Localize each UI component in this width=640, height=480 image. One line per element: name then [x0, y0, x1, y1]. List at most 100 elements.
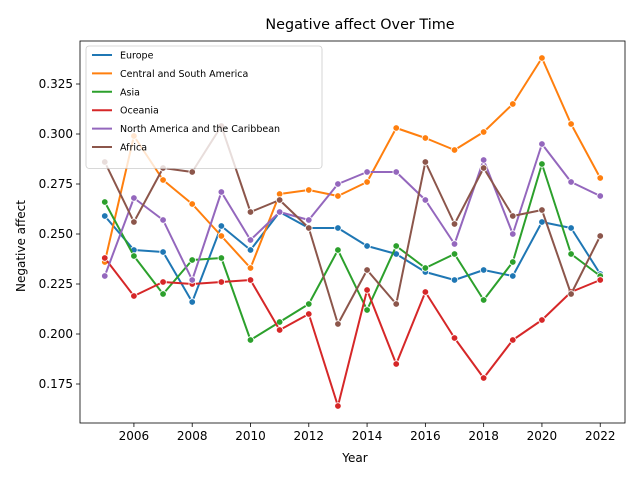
data-point: [509, 212, 517, 220]
data-point: [275, 196, 284, 204]
data-point: [421, 196, 430, 204]
data-point: [101, 198, 109, 206]
data-point: [538, 316, 546, 324]
data-point: [538, 206, 546, 214]
series-line-central-and-south-america: [103, 57, 602, 269]
data-point: [334, 320, 342, 328]
data-point: [130, 218, 138, 226]
x-tick-label: 2016: [410, 429, 441, 443]
data-point: [421, 288, 430, 296]
data-point: [217, 232, 226, 240]
data-point: [509, 100, 517, 108]
data-point: [363, 306, 371, 314]
data-point: [246, 208, 255, 216]
data-point: [188, 276, 196, 284]
data-point: [334, 192, 342, 200]
data-point: [567, 120, 575, 128]
series-line-oceania: [103, 257, 602, 407]
data-point: [363, 168, 371, 176]
data-point: [479, 296, 488, 304]
data-point: [363, 242, 371, 250]
data-point: [159, 278, 167, 286]
data-point: [305, 216, 313, 224]
data-point: [450, 250, 459, 258]
legend-label-europe: Europe: [120, 51, 154, 62]
data-point: [392, 124, 400, 132]
legend-label-asia: Asia: [120, 87, 140, 98]
data-point: [421, 264, 430, 272]
data-point: [246, 264, 255, 272]
legend-box: [85, 45, 323, 169]
data-point: [188, 200, 196, 208]
data-point: [567, 178, 575, 186]
data-point: [363, 266, 371, 274]
y-tick-label: 0.225: [39, 277, 73, 291]
y-tick-label: 0.200: [39, 327, 73, 341]
series-oceania: [101, 254, 604, 410]
x-tick-label: 2010: [235, 429, 266, 443]
data-point: [159, 216, 167, 224]
data-point: [596, 174, 604, 182]
x-tick-label: 2006: [119, 429, 150, 443]
series-north-america-and-the-caribbean: [101, 140, 604, 284]
series-central-and-south-america: [101, 54, 604, 272]
data-point: [275, 326, 284, 334]
data-point: [246, 246, 255, 254]
series-line-europe: [103, 211, 602, 303]
data-point: [334, 402, 342, 410]
data-point: [363, 286, 371, 294]
axes-frame: [79, 40, 626, 424]
y-tick-label: 0.275: [39, 177, 73, 191]
data-point: [305, 300, 313, 308]
legend-label-oceania: Oceania: [120, 106, 159, 117]
x-tick-label: 2014: [352, 429, 383, 443]
x-tick-label: 2022: [585, 429, 616, 443]
y-tick-label: 0.250: [39, 227, 73, 241]
data-point: [130, 252, 138, 260]
data-point: [188, 298, 196, 306]
series-asia: [101, 160, 604, 344]
data-point: [101, 212, 109, 220]
data-point: [479, 128, 488, 136]
data-point: [392, 242, 400, 250]
x-tick-label: 2008: [177, 429, 208, 443]
x-tick-label: 2018: [468, 429, 499, 443]
data-point: [509, 272, 517, 280]
data-point: [363, 178, 371, 186]
data-point: [305, 310, 313, 318]
data-point: [217, 188, 226, 196]
data-point: [275, 208, 284, 216]
data-point: [159, 290, 167, 298]
data-point: [217, 278, 226, 286]
data-point: [509, 336, 517, 344]
data-point: [450, 334, 459, 342]
data-point: [450, 240, 459, 248]
data-point: [334, 180, 342, 188]
data-point: [567, 250, 575, 258]
chart-title: Negative affect Over Time: [265, 17, 454, 33]
data-point: [596, 192, 604, 200]
data-point: [246, 236, 255, 244]
y-tick-label: 0.300: [39, 127, 73, 141]
data-point: [159, 176, 167, 184]
legend-label-north-america-and-the-caribbean: North America and the Caribbean: [120, 124, 280, 135]
y-tick-label: 0.175: [39, 377, 73, 391]
data-point: [130, 292, 138, 300]
data-point: [217, 222, 226, 230]
data-point: [479, 266, 488, 274]
data-point: [509, 230, 517, 238]
series-line-africa: [103, 125, 602, 325]
series-line-asia: [103, 163, 602, 341]
legend-label-africa: Africa: [120, 143, 147, 154]
data-point: [392, 300, 400, 308]
data-point: [334, 224, 342, 232]
data-point: [479, 374, 488, 382]
data-point: [159, 248, 167, 256]
legend: Europe Central and South America Asia Ocean…: [85, 45, 323, 169]
data-point: [538, 54, 546, 62]
data-point: [421, 158, 430, 166]
data-point: [450, 146, 459, 154]
data-point: [305, 186, 313, 194]
data-point: [421, 134, 430, 142]
